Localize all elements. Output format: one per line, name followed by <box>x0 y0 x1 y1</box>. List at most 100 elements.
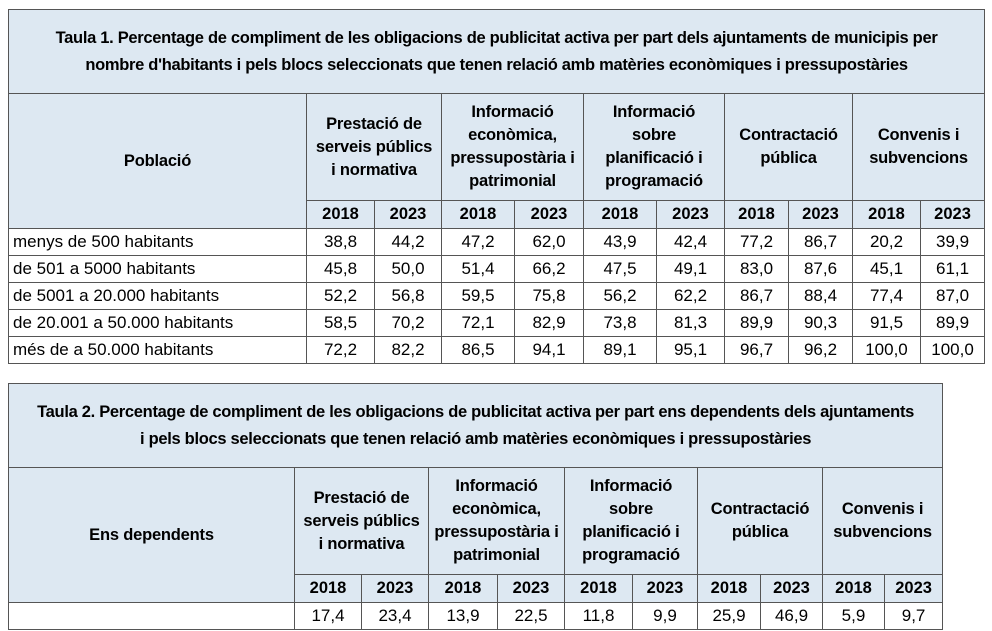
table-row: menys de 500 habitants 38,8 44,2 47,2 62,0 43… <box>8 228 986 256</box>
value-cell: 52,2 <box>306 282 375 310</box>
value-cell: 44,2 <box>374 228 442 256</box>
value-cell: 88,4 <box>788 282 853 310</box>
year-header: 2023 <box>656 200 725 229</box>
year-header: 2023 <box>760 574 823 603</box>
row-label: de 5001 a 20.000 habitants <box>8 282 307 310</box>
year-header: 2018 <box>697 574 761 603</box>
value-cell: 47,5 <box>583 255 657 283</box>
value-cell: 89,9 <box>724 309 789 337</box>
value-cell: 86,5 <box>441 336 515 364</box>
value-cell: 9,9 <box>632 602 698 630</box>
year-header: 2018 <box>564 574 633 603</box>
value-cell: 73,8 <box>583 309 657 337</box>
table-1-title: Taula 1. Percentage de compliment de les… <box>7 9 986 94</box>
year-header: 2018 <box>428 574 498 603</box>
value-cell: 89,9 <box>919 309 986 337</box>
table-row: de 501 a 5000 habitants 45,8 50,0 51,4 66,2 4… <box>8 255 986 283</box>
value-cell: 94,1 <box>514 336 584 364</box>
year-header: 2018 <box>306 200 375 229</box>
value-cell: 45,8 <box>306 255 375 283</box>
table-row: més de a 50.000 habitants 72,2 82,2 86,5 94,… <box>8 336 986 364</box>
value-cell: 45,1 <box>852 255 921 283</box>
table-2-title: Taula 2. Percentage de compliment de les… <box>7 383 944 468</box>
table-2-group-header: Contractació pública <box>697 467 823 575</box>
value-cell: 39,9 <box>919 228 986 256</box>
table-1-group-header: Prestació de serveis públics i normativa <box>306 93 442 201</box>
table-2-group-header: Informació econòmica, pressupostària i p… <box>428 467 565 575</box>
value-cell: 43,9 <box>583 228 657 256</box>
year-header: 2023 <box>919 200 986 229</box>
row-label: de 501 a 5000 habitants <box>8 255 307 283</box>
value-cell: 100,0 <box>852 336 921 364</box>
table-1-group-header: Convenis i subvencions <box>851 93 986 201</box>
value-cell: 75,8 <box>514 282 584 310</box>
row-label: menys de 500 habitants <box>8 228 307 256</box>
value-cell: 83,0 <box>724 255 789 283</box>
value-cell: 87,0 <box>919 282 986 310</box>
value-cell: 82,9 <box>514 309 584 337</box>
value-cell: 91,5 <box>852 309 921 337</box>
table-row: de 20.001 a 50.000 habitants 58,5 70,2 72,1… <box>8 309 986 337</box>
year-header: 2023 <box>514 200 584 229</box>
table-row: 17,4 23,4 13,9 22,5 11,8 9,9 25,9 46,9 5,9 9,7 <box>8 602 944 630</box>
table-2-row-header: Ens dependents <box>8 467 295 603</box>
value-cell: 100,0 <box>919 336 986 364</box>
table-1-body: menys de 500 habitants 38,8 44,2 47,2 62,0 43… <box>8 228 986 364</box>
value-cell: 77,2 <box>724 228 789 256</box>
value-cell: 56,2 <box>583 282 657 310</box>
value-cell: 82,2 <box>374 336 442 364</box>
value-cell: 23,4 <box>361 602 429 630</box>
value-cell: 17,4 <box>294 602 362 630</box>
year-header: 2018 <box>724 200 789 229</box>
value-cell: 49,1 <box>656 255 725 283</box>
year-header: 2023 <box>883 574 944 603</box>
value-cell: 81,3 <box>656 309 725 337</box>
value-cell: 87,6 <box>788 255 853 283</box>
table-1-row-header: Població <box>8 93 307 229</box>
value-cell: 96,7 <box>724 336 789 364</box>
row-label <box>8 602 295 630</box>
value-cell: 20,2 <box>852 228 921 256</box>
value-cell: 62,0 <box>514 228 584 256</box>
year-header: 2018 <box>294 574 362 603</box>
row-label: de 20.001 a 50.000 habitants <box>8 309 307 337</box>
value-cell: 86,7 <box>788 228 853 256</box>
year-header: 2018 <box>441 200 515 229</box>
value-cell: 58,5 <box>306 309 375 337</box>
year-header: 2023 <box>497 574 565 603</box>
value-cell: 66,2 <box>514 255 584 283</box>
table-2-title-line-2: i pels blocs seleccionats que tenen rela… <box>140 429 812 448</box>
value-cell: 86,7 <box>724 282 789 310</box>
value-cell: 72,2 <box>306 336 375 364</box>
value-cell: 96,2 <box>788 336 853 364</box>
value-cell: 95,1 <box>656 336 725 364</box>
year-header: 2023 <box>632 574 698 603</box>
year-header: 2023 <box>374 200 442 229</box>
value-cell: 56,8 <box>374 282 442 310</box>
value-cell: 59,5 <box>441 282 515 310</box>
table-2-group-header: Convenis i subvencions <box>821 467 944 575</box>
year-header: 2023 <box>361 574 429 603</box>
value-cell: 90,3 <box>788 309 853 337</box>
table-1-group-header: Contractació pública <box>724 93 853 201</box>
value-cell: 77,4 <box>852 282 921 310</box>
value-cell: 42,4 <box>656 228 725 256</box>
table-1-group-header: Informació sobre planificació i programa… <box>583 93 725 201</box>
table-1-title-line-2: nombre d'habitants i pels blocs seleccio… <box>85 55 908 74</box>
row-label: més de a 50.000 habitants <box>8 336 307 364</box>
table-2-body: 17,4 23,4 13,9 22,5 11,8 9,9 25,9 46,9 5,9 9,7 <box>8 602 944 630</box>
value-cell: 51,4 <box>441 255 515 283</box>
value-cell: 11,8 <box>564 602 633 630</box>
value-cell: 5,9 <box>822 602 885 630</box>
table-2-title-line-1: Taula 2. Percentage de compliment de les… <box>37 402 915 421</box>
value-cell: 38,8 <box>306 228 375 256</box>
value-cell: 9,7 <box>883 602 944 630</box>
value-cell: 25,9 <box>697 602 761 630</box>
table-2: Taula 2. Percentage de compliment de les… <box>7 383 944 630</box>
year-header: 2018 <box>852 200 921 229</box>
table-row: de 5001 a 20.000 habitants 52,2 56,8 59,5 75… <box>8 282 986 310</box>
table-1-group-header: Informació econòmica, pressupostària i p… <box>441 93 584 201</box>
value-cell: 89,1 <box>583 336 657 364</box>
value-cell: 47,2 <box>441 228 515 256</box>
value-cell: 72,1 <box>441 309 515 337</box>
